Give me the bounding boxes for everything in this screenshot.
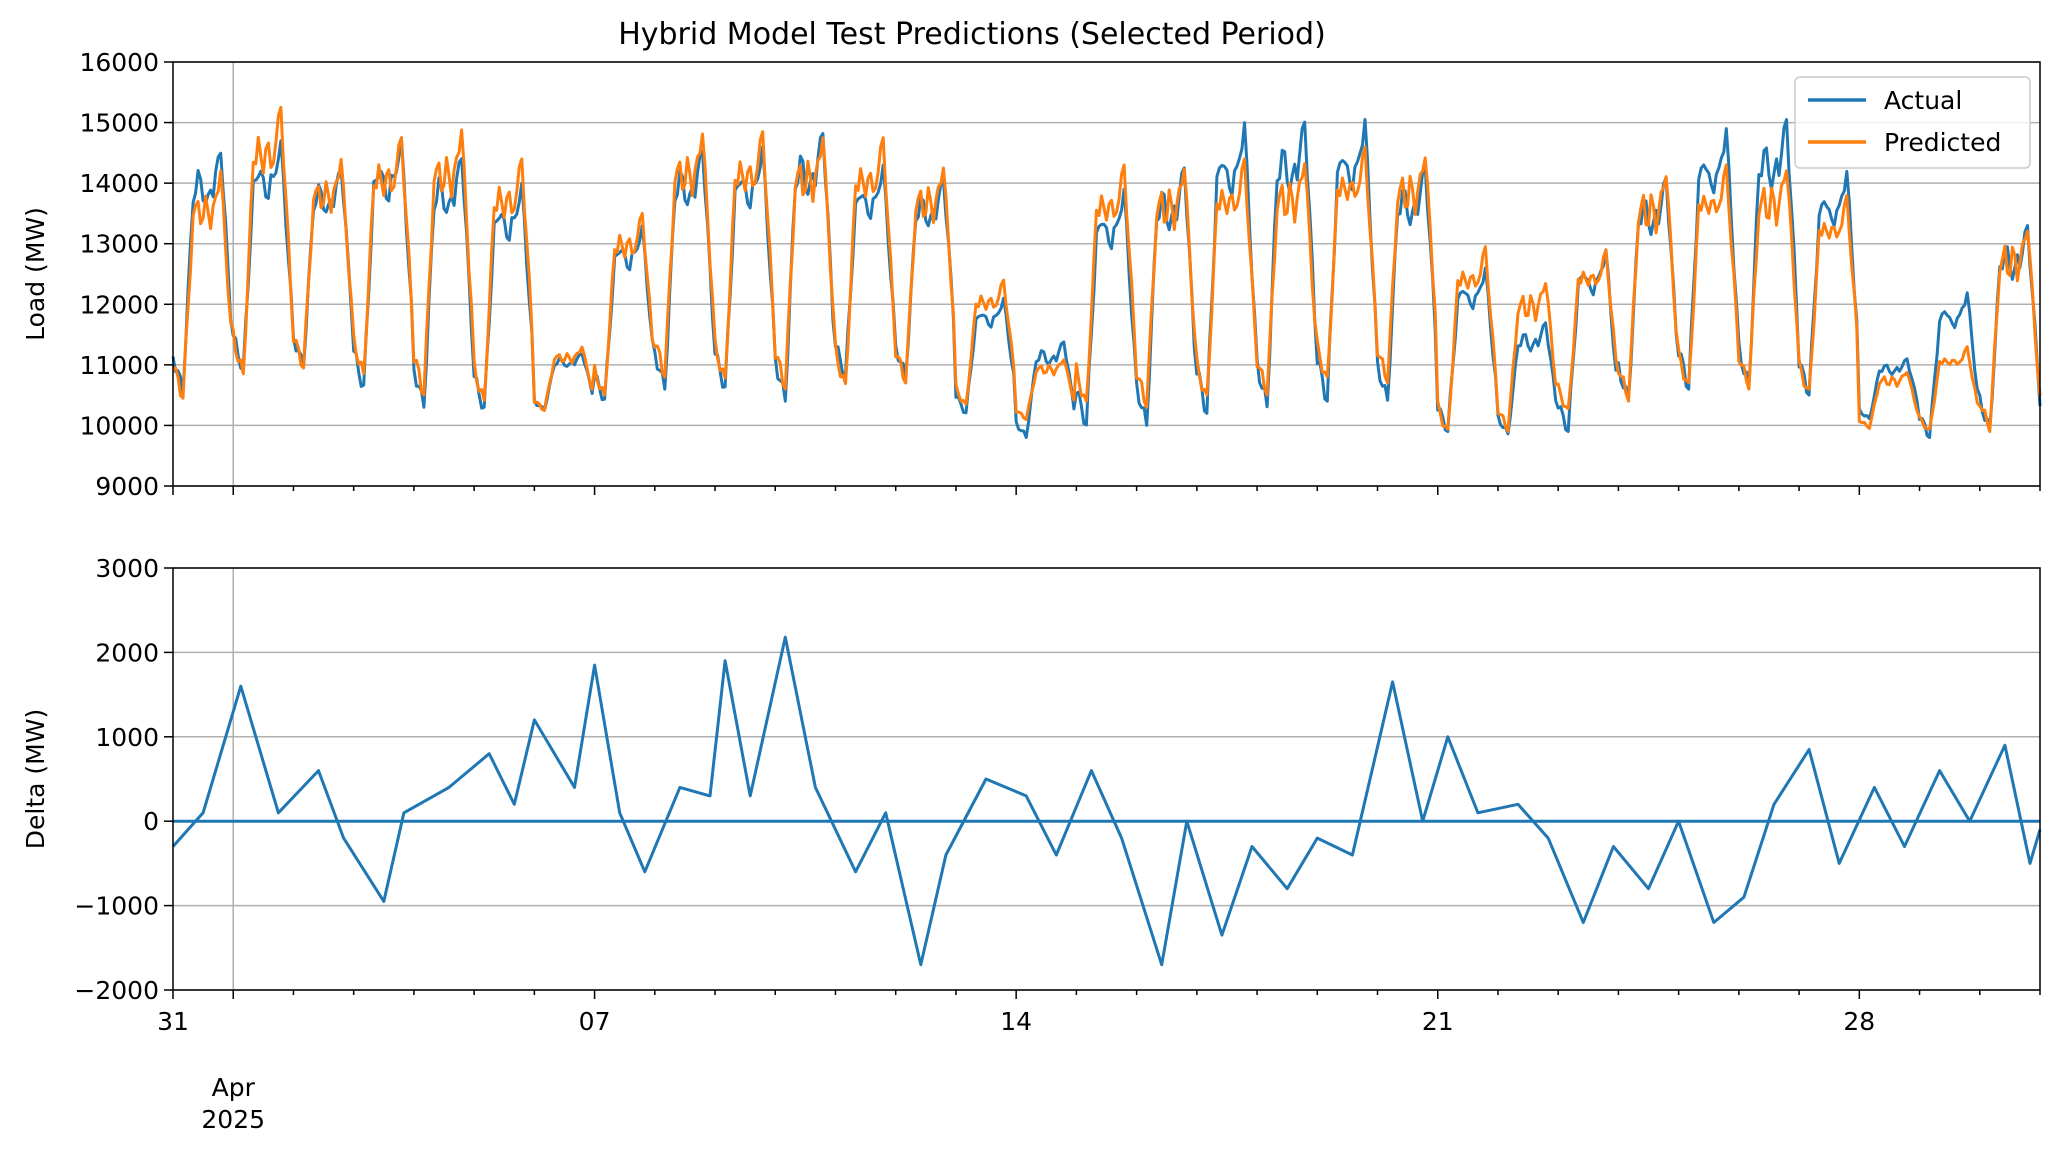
y-tick-label: 2000 bbox=[95, 638, 159, 667]
series-line-predicted bbox=[172, 105, 2042, 433]
y-tick-label: 16000 bbox=[79, 48, 159, 77]
y-tick-label: 15000 bbox=[79, 109, 159, 138]
y-tick-label: −1000 bbox=[74, 892, 159, 921]
x-tick-label: 28 bbox=[1843, 1007, 1875, 1036]
y-tick-label: −2000 bbox=[74, 976, 159, 1005]
x-tick-label: 14 bbox=[1000, 1007, 1032, 1036]
plot-frame bbox=[172, 61, 2041, 487]
x-tick-label: 21 bbox=[1422, 1007, 1454, 1036]
x-tick-label: 31 bbox=[157, 1007, 189, 1036]
load-panel: 9000 10000 11000 12000 13000 14000 15000 16000 L… bbox=[21, 48, 2042, 501]
plot-frame bbox=[172, 567, 2041, 991]
legend-label-actual: Actual bbox=[1884, 86, 1962, 115]
delta-panel: −2000 −1000 0 1000 2000 3000 Delta (MW) 31 07 14 2… bbox=[21, 554, 2042, 1134]
chart-title: Hybrid Model Test Predictions (Selected … bbox=[618, 17, 1326, 52]
y-tick-label: 3000 bbox=[95, 554, 159, 583]
y-tick-label: 12000 bbox=[79, 290, 159, 319]
x-month-label: Apr bbox=[212, 1073, 256, 1102]
y-tick-label: 14000 bbox=[79, 169, 159, 198]
series-line-actual bbox=[171, 118, 2042, 439]
delta-series-line bbox=[171, 635, 2042, 967]
y-tick-label: 11000 bbox=[79, 351, 159, 380]
x-year-label: 2025 bbox=[201, 1105, 265, 1134]
y-tick-label: 10000 bbox=[79, 411, 159, 440]
y-axis-label: Load (MW) bbox=[21, 207, 50, 341]
legend: Actual Predicted bbox=[1794, 76, 2031, 169]
y-tick-label: 13000 bbox=[79, 230, 159, 259]
y-tick-label: 0 bbox=[143, 807, 159, 836]
y-tick-label: 9000 bbox=[95, 472, 159, 501]
x-tick-label: 07 bbox=[579, 1007, 611, 1036]
y-tick-label: 1000 bbox=[95, 723, 159, 752]
legend-label-predicted: Predicted bbox=[1884, 128, 2001, 157]
y-axis-label: Delta (MW) bbox=[21, 709, 50, 849]
